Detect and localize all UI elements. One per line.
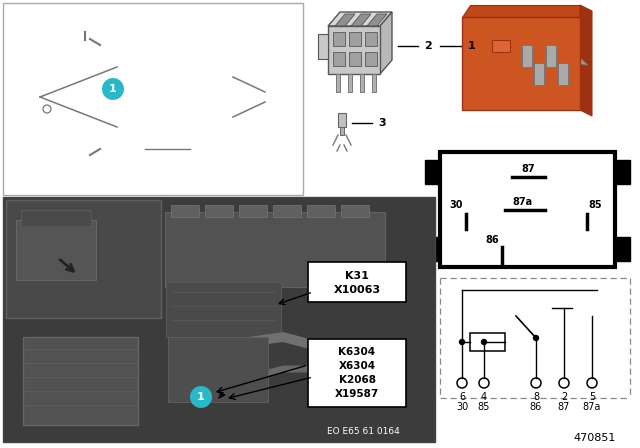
Bar [336, 74, 340, 92]
Text: 30: 30 [456, 402, 468, 412]
Text: 87: 87 [558, 402, 570, 412]
Text: K31: K31 [345, 271, 369, 281]
FancyArrow shape [543, 58, 579, 75]
Bar [365, 52, 377, 66]
Text: 6: 6 [459, 392, 465, 402]
Polygon shape [351, 14, 371, 26]
Circle shape [460, 340, 465, 345]
Bar [307, 205, 335, 217]
Circle shape [102, 78, 124, 100]
Text: X10063: X10063 [333, 285, 381, 295]
Bar [168, 337, 268, 402]
Text: 87a: 87a [583, 402, 601, 412]
Bar [558, 63, 568, 85]
Polygon shape [328, 12, 392, 26]
Text: 1: 1 [109, 84, 117, 94]
Text: 87a: 87a [512, 197, 532, 207]
Bar [440, 278, 630, 398]
FancyArrow shape [531, 53, 566, 70]
Bar [425, 160, 440, 184]
Text: 2: 2 [561, 392, 567, 402]
Text: 2: 2 [424, 41, 432, 51]
Bar [360, 74, 364, 92]
Bar [333, 32, 345, 46]
Bar [462, 17, 580, 110]
Bar [23, 337, 138, 425]
Text: 30: 30 [449, 200, 463, 210]
Polygon shape [462, 5, 580, 17]
Circle shape [481, 340, 486, 345]
Bar [3, 3, 303, 195]
Bar [615, 237, 630, 261]
Text: 470851: 470851 [574, 433, 616, 443]
Bar [365, 32, 377, 46]
Bar [239, 205, 267, 217]
Text: 8: 8 [533, 392, 539, 402]
Bar [615, 160, 630, 184]
Text: K2068: K2068 [339, 375, 376, 385]
FancyArrow shape [553, 48, 588, 65]
Bar [546, 45, 556, 67]
Bar [21, 210, 91, 226]
Bar [522, 45, 532, 67]
Bar [318, 34, 328, 59]
Bar [349, 32, 361, 46]
Bar [349, 52, 361, 66]
Text: 1: 1 [197, 392, 205, 402]
Bar [333, 52, 345, 66]
Text: K6304: K6304 [339, 347, 376, 357]
Bar [205, 205, 233, 217]
Text: 85: 85 [588, 200, 602, 210]
Bar [340, 127, 344, 135]
Text: 3: 3 [378, 118, 386, 128]
Text: 4: 4 [481, 392, 487, 402]
FancyArrow shape [516, 48, 552, 65]
Text: 85: 85 [478, 402, 490, 412]
Bar [328, 26, 380, 74]
Bar [166, 282, 281, 337]
Bar [425, 237, 440, 261]
Bar [165, 212, 385, 287]
Polygon shape [335, 14, 355, 26]
Text: EO E65 61 0164: EO E65 61 0164 [326, 427, 399, 436]
Text: X19587: X19587 [335, 389, 379, 399]
Circle shape [534, 336, 538, 340]
Bar [348, 74, 352, 92]
Polygon shape [367, 14, 387, 26]
Bar [440, 152, 615, 267]
Bar [16, 220, 96, 280]
Bar [338, 113, 346, 127]
Bar [6, 200, 161, 318]
Text: 87: 87 [521, 164, 535, 174]
Text: 1: 1 [468, 41, 476, 51]
Bar [308, 339, 406, 407]
Bar [341, 205, 369, 217]
Bar [492, 40, 510, 52]
Bar [534, 63, 544, 85]
Circle shape [190, 386, 212, 408]
Bar [470, 333, 505, 351]
FancyArrow shape [543, 38, 579, 55]
Bar [372, 74, 376, 92]
Bar [3, 197, 435, 442]
Text: 5: 5 [589, 392, 595, 402]
Bar [171, 205, 199, 217]
Polygon shape [380, 12, 392, 74]
Bar [273, 205, 301, 217]
Polygon shape [580, 5, 592, 116]
Text: 86: 86 [530, 402, 542, 412]
Text: X6304: X6304 [339, 361, 376, 371]
Bar [308, 262, 406, 302]
Text: 86: 86 [485, 235, 499, 245]
